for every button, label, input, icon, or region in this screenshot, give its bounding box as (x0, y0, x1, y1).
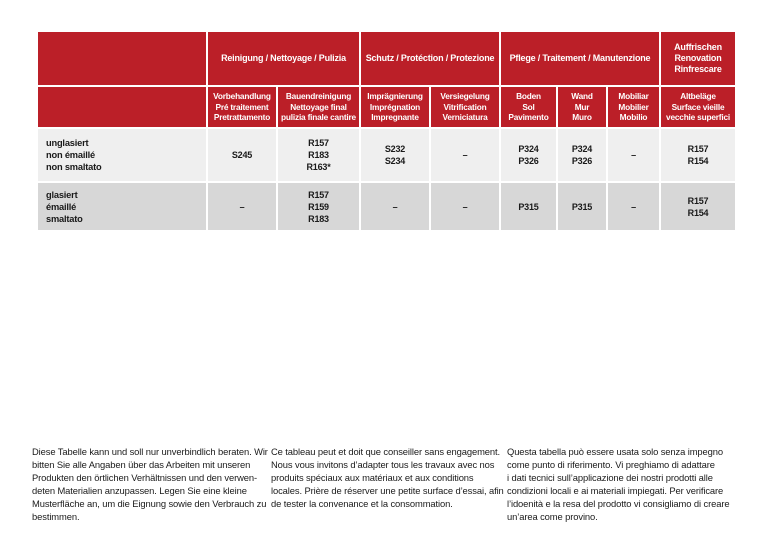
row-label-glasiert: glasiert émaillé smaltato (38, 183, 206, 230)
table-cell: S245 (208, 129, 276, 181)
table-corner-cell (38, 32, 206, 85)
note-german: Diese Tabelle kann und soll nur unverbin… (32, 446, 268, 522)
col-header-boden: Boden Sol Pavimento (501, 87, 556, 127)
table-cell: – (431, 129, 499, 181)
table-cell: P324 P326 (558, 129, 606, 181)
col-header-bauendreinigung: Bauendreinigung Nettoyage final pulizia … (278, 87, 359, 127)
group-header-reinigung: Reinigung / Nettoyage / Pulizia (208, 32, 359, 85)
table-corner-cell (38, 87, 206, 127)
group-header-pflege: Pflege / Traitement / Manutenzione (501, 32, 659, 85)
group-header-schutz: Schutz / Protéction / Protezione (361, 32, 499, 85)
col-header-mobiliar: Mobiliar Mobilier Mobilio (608, 87, 659, 127)
col-header-vorbehandlung: Vorbehandlung Pré traitement Pretrattame… (208, 87, 276, 127)
col-header-versiegelung: Versiegelung Vitrification Verniciatura (431, 87, 499, 127)
row-label-unglasiert: unglasiert non émaillé non smaltato (38, 129, 206, 181)
table-cell: R157 R183 R163* (278, 129, 359, 181)
table-cell: – (208, 183, 276, 230)
table-cell: – (431, 183, 499, 230)
col-header-wand: Wand Mur Muro (558, 87, 606, 127)
table-cell: S232 S234 (361, 129, 429, 181)
table-cell: R157 R154 (661, 183, 735, 230)
table-cell: – (608, 129, 659, 181)
col-header-impraegnierung: Imprägnierung Imprégnation Impregnante (361, 87, 429, 127)
col-header-altbelaege: Altbeläge Surface vieille vecchie superf… (661, 87, 735, 127)
table-cell: P315 (558, 183, 606, 230)
table-cell: P315 (501, 183, 556, 230)
note-italian: Questa tabella può essere usata solo sen… (507, 446, 730, 522)
table-cell: – (361, 183, 429, 230)
note-french: Ce tableau peut et doit que conseiller s… (271, 446, 504, 509)
table-cell: P324 P326 (501, 129, 556, 181)
group-header-auffrischen: Auffrischen Renovation Rinfrescare (661, 32, 735, 85)
table-cell: R157 R159 R183 (278, 183, 359, 230)
product-application-table: Reinigung / Nettoyage / Pulizia Schutz /… (38, 32, 735, 230)
table-cell: – (608, 183, 659, 230)
table-cell: R157 R154 (661, 129, 735, 181)
